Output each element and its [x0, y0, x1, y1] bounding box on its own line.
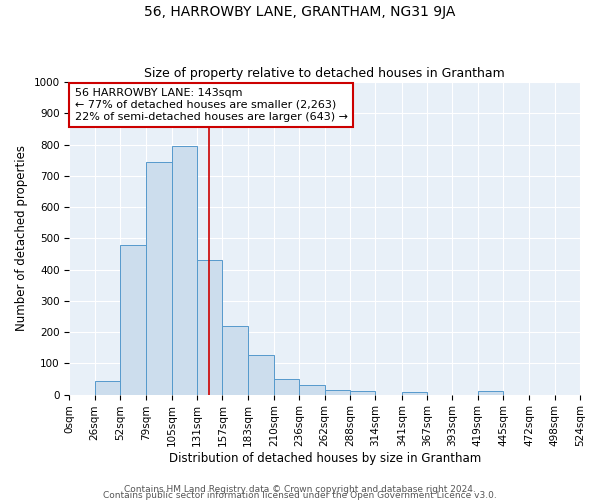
Bar — [274, 379, 299, 394]
Bar — [478, 392, 503, 394]
Bar — [146, 162, 172, 394]
Title: Size of property relative to detached houses in Grantham: Size of property relative to detached ho… — [145, 66, 505, 80]
Bar — [223, 326, 248, 394]
Bar — [325, 390, 350, 394]
Text: Contains public sector information licensed under the Open Government Licence v3: Contains public sector information licen… — [103, 490, 497, 500]
Bar — [197, 260, 223, 394]
Text: 56 HARROWBY LANE: 143sqm
← 77% of detached houses are smaller (2,263)
22% of sem: 56 HARROWBY LANE: 143sqm ← 77% of detach… — [74, 88, 347, 122]
Y-axis label: Number of detached properties: Number of detached properties — [15, 146, 28, 332]
Bar — [172, 146, 197, 394]
Bar — [299, 385, 325, 394]
Bar — [401, 392, 427, 394]
Bar — [350, 392, 376, 394]
Text: Contains HM Land Registry data © Crown copyright and database right 2024.: Contains HM Land Registry data © Crown c… — [124, 485, 476, 494]
Bar — [95, 380, 120, 394]
Bar — [120, 244, 146, 394]
X-axis label: Distribution of detached houses by size in Grantham: Distribution of detached houses by size … — [169, 452, 481, 465]
Bar — [248, 354, 274, 395]
Text: 56, HARROWBY LANE, GRANTHAM, NG31 9JA: 56, HARROWBY LANE, GRANTHAM, NG31 9JA — [145, 5, 455, 19]
